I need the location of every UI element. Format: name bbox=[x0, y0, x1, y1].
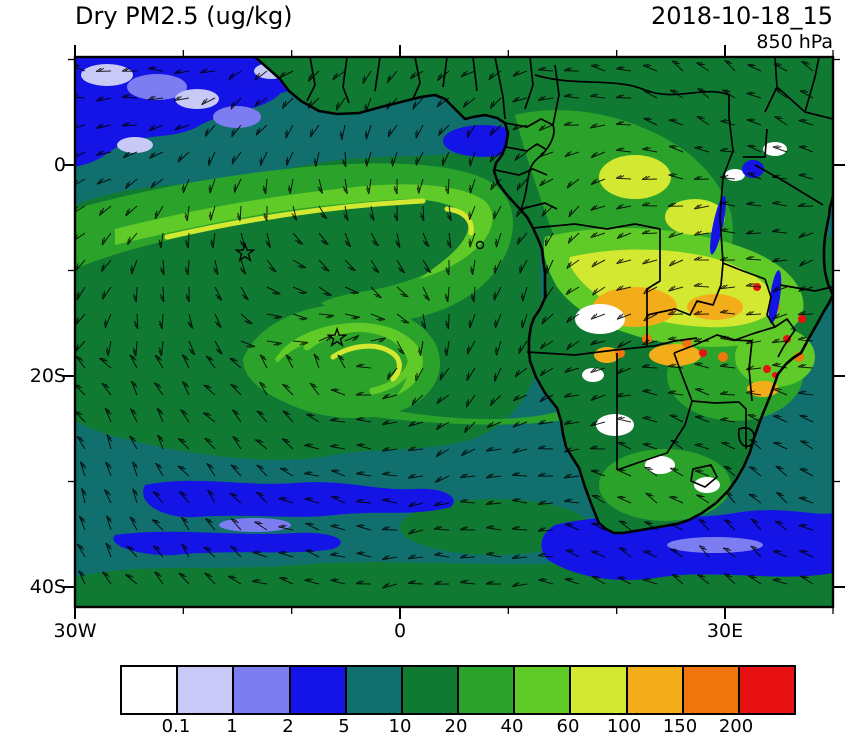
contour-shape bbox=[599, 155, 671, 199]
colorbar-cell bbox=[569, 667, 626, 713]
colorbar-tick-label: 2 bbox=[282, 716, 294, 737]
contour-shape bbox=[127, 74, 187, 100]
contour-shape bbox=[599, 449, 731, 521]
wind-barbs bbox=[75, 59, 814, 589]
wind-barb-field bbox=[75, 59, 814, 589]
colorbar-tick-label: 1 bbox=[226, 716, 238, 737]
colorbar-cell bbox=[681, 667, 738, 713]
contour-shape bbox=[175, 89, 219, 109]
pressure-level-label: 850 hPa bbox=[756, 31, 833, 53]
plot-frame bbox=[73, 55, 835, 609]
contour-shape bbox=[768, 270, 782, 324]
y-tick-label: 20S bbox=[29, 365, 66, 387]
contour-shape bbox=[763, 365, 771, 373]
contour-shape bbox=[81, 64, 133, 86]
contour-shape bbox=[596, 414, 634, 436]
x-tick-label: 30W bbox=[53, 620, 97, 642]
colorbar-tick-label: 5 bbox=[338, 716, 350, 737]
colorbar bbox=[120, 665, 796, 715]
contour-shape bbox=[667, 537, 763, 553]
contour-shape bbox=[582, 368, 604, 382]
contour-shape bbox=[718, 352, 728, 362]
colorbar-cell bbox=[400, 667, 458, 713]
colorbar-tick-label: 150 bbox=[662, 716, 698, 737]
colorbar-cell bbox=[122, 667, 177, 713]
contour-shape bbox=[375, 403, 589, 425]
contour-shape bbox=[75, 163, 514, 322]
colorbar-cell bbox=[737, 667, 795, 713]
plot-title: Dry PM2.5 (ug/kg) bbox=[75, 2, 293, 30]
colorbar-cell bbox=[344, 667, 401, 713]
colorbar-cell bbox=[513, 667, 570, 713]
colorbar-tick-label: 200 bbox=[718, 716, 754, 737]
star-marker bbox=[326, 326, 348, 348]
contour-shape bbox=[575, 304, 625, 334]
contour-shape bbox=[131, 191, 485, 237]
contour-shape bbox=[444, 206, 474, 236]
x-tick-label: 30E bbox=[706, 620, 744, 642]
colorbar-tick-label: 100 bbox=[606, 716, 642, 737]
contour-shape bbox=[117, 137, 153, 153]
contour-shape bbox=[303, 324, 416, 395]
colorbar-cell bbox=[457, 667, 514, 713]
colorbar-cell bbox=[232, 667, 289, 713]
contour-shape bbox=[665, 199, 725, 235]
contour-shape bbox=[330, 343, 402, 382]
contour-shape bbox=[115, 304, 235, 354]
plume-markers bbox=[234, 240, 485, 348]
colorbar-cell bbox=[288, 667, 345, 713]
contour-shape bbox=[275, 322, 423, 395]
circle-marker bbox=[475, 240, 485, 250]
colorbar-cell bbox=[625, 667, 682, 713]
colorbar-tick-label: 40 bbox=[500, 716, 524, 737]
y-tick-label: 0 bbox=[53, 154, 66, 176]
contour-shape bbox=[143, 480, 454, 518]
colorbar-tick-label: 0.1 bbox=[161, 716, 191, 737]
contour-shape bbox=[798, 315, 806, 323]
y-tick-label: 40S bbox=[29, 576, 66, 598]
contour-shape bbox=[699, 349, 707, 357]
colorbar-tick-label: 10 bbox=[388, 716, 412, 737]
star-marker bbox=[234, 241, 256, 263]
country-borders bbox=[306, 57, 833, 488]
contour-art bbox=[75, 57, 833, 607]
contour-shape bbox=[219, 518, 291, 532]
contour-shape bbox=[164, 198, 426, 240]
contour-shape bbox=[213, 106, 261, 128]
colorbar-tick-label: 20 bbox=[444, 716, 468, 737]
coastline bbox=[254, 57, 833, 535]
contour-shape bbox=[763, 142, 787, 156]
contour-shape bbox=[710, 195, 726, 255]
plot-datetime: 2018-10-18_15 bbox=[650, 2, 833, 30]
colorbar-tick-label: 60 bbox=[556, 716, 580, 737]
colorbar-cell bbox=[176, 667, 233, 713]
x-tick-label: 0 bbox=[393, 620, 407, 642]
contour-shape bbox=[113, 531, 341, 556]
